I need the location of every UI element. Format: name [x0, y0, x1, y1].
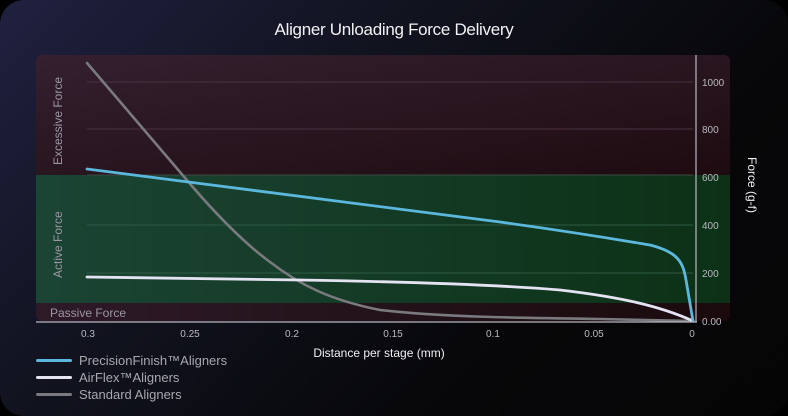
chart-title: Aligner Unloading Force Delivery	[274, 20, 514, 39]
svg-text:200: 200	[702, 269, 719, 280]
series-airflex-aligners	[85, 275, 695, 323]
svg-text:800: 800	[702, 125, 719, 136]
legend-swatch-airflex	[36, 376, 72, 379]
legend-label: AirFlex™Aligners	[79, 370, 180, 385]
svg-text:1000: 1000	[702, 78, 725, 89]
legend-item-standard[interactable]: Standard Aligners	[36, 386, 227, 403]
x-axis-label: Distance per stage (mm)	[313, 346, 445, 360]
y-axis-label: Force (g-f)	[745, 156, 759, 213]
svg-text:400: 400	[702, 221, 719, 232]
y-tick-labels: 0.00 200 400 600 800 1000	[702, 78, 725, 328]
svg-text:0.00: 0.00	[702, 317, 722, 328]
legend-label: PrecisionFinish™Aligners	[79, 353, 228, 368]
legend-label: Standard Aligners	[79, 387, 182, 402]
legend-swatch-precisionfinish	[36, 359, 72, 362]
x-tick-labels: 0.3 0.25 0.2 0.15 0.1 0.05 0	[81, 329, 695, 340]
legend-item-precisionfinish[interactable]: PrecisionFinish™Aligners	[36, 352, 227, 369]
series-standard-aligners	[85, 61, 695, 323]
svg-text:0.15: 0.15	[383, 329, 403, 340]
svg-text:0.05: 0.05	[584, 329, 604, 340]
band-label-passive: Passive Force	[50, 306, 126, 320]
band-label-excessive: Excessive Force	[51, 77, 65, 165]
svg-text:0.1: 0.1	[486, 329, 500, 340]
svg-text:0.3: 0.3	[81, 329, 95, 340]
band-label-active: Active Force	[51, 211, 65, 278]
band-passive	[36, 303, 730, 321]
svg-text:600: 600	[702, 173, 719, 184]
legend-item-airflex[interactable]: AirFlex™Aligners	[36, 369, 227, 386]
svg-text:0.2: 0.2	[285, 329, 299, 340]
band-excessive	[36, 55, 730, 175]
series-precisionfinish-aligners	[85, 167, 695, 323]
svg-text:0.25: 0.25	[180, 329, 200, 340]
legend-swatch-standard	[36, 393, 72, 396]
band-active	[36, 175, 730, 303]
svg-text:0: 0	[689, 329, 695, 340]
gridlines	[87, 81, 693, 274]
legend: PrecisionFinish™Aligners AirFlex™Aligner…	[36, 352, 227, 403]
